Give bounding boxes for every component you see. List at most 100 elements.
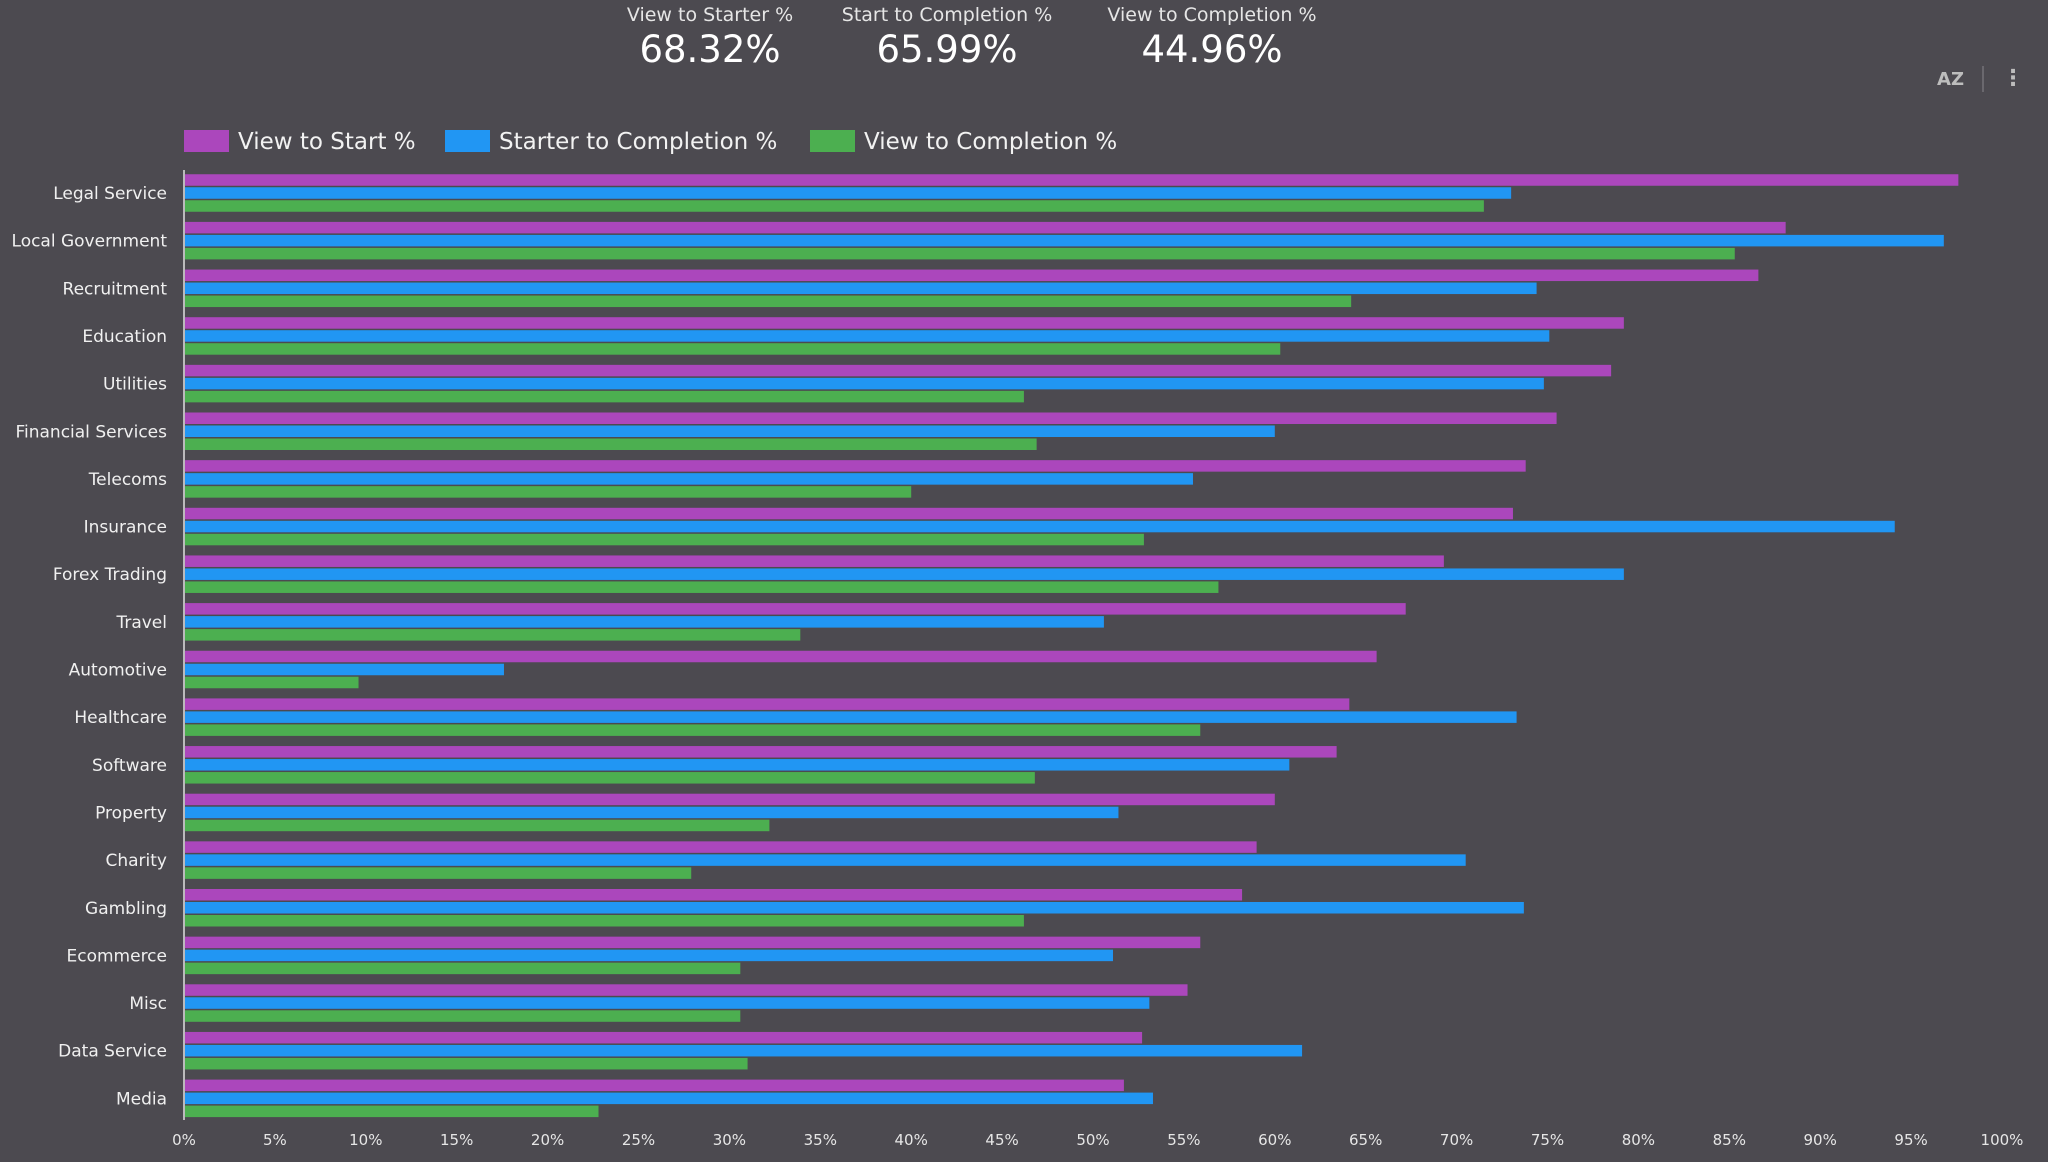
bar-view-to-completion <box>185 390 1024 403</box>
category-label: Travel <box>115 613 167 633</box>
category-label: Misc <box>129 994 167 1014</box>
x-tick-label: 60% <box>1258 1131 1291 1149</box>
category-label: Insurance <box>84 518 167 538</box>
bar-starter-to-completion <box>185 711 1517 723</box>
bar-view-to-completion <box>185 724 1201 736</box>
category-label: Charity <box>105 851 167 871</box>
legend-label: View to Completion % <box>864 129 1117 155</box>
kpi-label: Start to Completion % <box>841 4 1053 26</box>
legend-swatch <box>445 130 490 152</box>
bar-view-to-completion <box>185 295 1352 308</box>
bar-view-to-completion <box>185 962 741 975</box>
bar-view-to-completion <box>185 772 1035 784</box>
chart-toolbar: AZ ⋮ <box>1937 66 2024 92</box>
bar-view-to-start <box>185 460 1526 472</box>
legend-swatch <box>184 130 229 152</box>
bar-starter-to-completion <box>185 1044 1303 1057</box>
bar-view-to-start <box>185 698 1350 710</box>
bar-starter-to-completion <box>185 377 1544 390</box>
kpi-view-to-completion: View to Completion % 44.96% <box>1107 4 1316 71</box>
bar-view-to-start <box>185 174 1959 186</box>
kpi-value: 68.32% <box>639 28 781 71</box>
bar-view-to-start <box>185 984 1188 996</box>
bar-view-to-start <box>185 1079 1124 1092</box>
sort-az-icon[interactable]: AZ <box>1937 68 1964 90</box>
bar-view-to-start <box>185 1031 1143 1044</box>
category-label: Utilities <box>103 375 167 395</box>
category-label: Local Government <box>12 232 168 252</box>
category-label: Education <box>82 327 167 347</box>
x-tick-label: 100% <box>1981 1131 2024 1149</box>
category-label: Gambling <box>85 899 167 919</box>
x-tick-label: 55% <box>1167 1131 1200 1149</box>
x-tick-label: 30% <box>713 1131 746 1149</box>
more-vertical-icon[interactable]: ⋮ <box>2002 66 2024 91</box>
category-label: Telecoms <box>88 470 167 490</box>
bar-starter-to-completion <box>185 520 1895 533</box>
x-tick-label: 0% <box>172 1131 196 1149</box>
kpi-start-to-completion: Start to Completion % 65.99% <box>842 4 1052 71</box>
x-tick-label: 5% <box>263 1131 287 1149</box>
bar-view-to-completion <box>185 629 801 641</box>
bar-view-to-start <box>185 507 1513 520</box>
bar-view-to-start <box>185 221 1786 234</box>
bar-starter-to-completion <box>185 949 1113 962</box>
bar-view-to-start <box>185 603 1406 615</box>
category-label: Ecommerce <box>67 946 168 966</box>
bar-starter-to-completion <box>185 616 1104 628</box>
bar-view-to-start <box>185 650 1377 663</box>
bar-view-to-completion <box>185 1010 741 1022</box>
bar-starter-to-completion <box>185 854 1466 866</box>
category-label: Software <box>92 756 167 776</box>
category-label: Legal Service <box>53 184 167 204</box>
bar-view-to-completion <box>185 1057 748 1070</box>
bar-view-to-completion <box>185 438 1037 450</box>
bar-starter-to-completion <box>185 1092 1153 1105</box>
x-tick-label: 25% <box>622 1131 655 1149</box>
category-label: Forex Trading <box>53 565 167 585</box>
bar-starter-to-completion <box>185 234 1944 247</box>
bar-view-to-start <box>185 317 1624 329</box>
kpi-value: 44.96% <box>1141 28 1283 71</box>
bar-starter-to-completion <box>185 330 1550 342</box>
bar-starter-to-completion <box>185 473 1193 485</box>
bar-view-to-start <box>185 269 1759 282</box>
bar-starter-to-completion <box>185 282 1537 295</box>
bar-view-to-start <box>185 889 1243 901</box>
bar-view-to-completion <box>185 581 1219 593</box>
bar-view-to-completion <box>185 819 770 832</box>
category-label: Recruitment <box>63 279 168 299</box>
bar-starter-to-completion <box>185 425 1275 437</box>
x-tick-label: 90% <box>1804 1131 1837 1149</box>
bar-view-to-start <box>185 555 1444 567</box>
x-tick-label: 95% <box>1894 1131 1927 1149</box>
x-tick-label: 35% <box>804 1131 837 1149</box>
legend-label: View to Start % <box>238 129 416 155</box>
bar-starter-to-completion <box>185 568 1624 580</box>
bar-view-to-start <box>185 793 1275 806</box>
bar-view-to-start <box>185 364 1612 377</box>
bar-view-to-completion <box>185 867 692 879</box>
bar-starter-to-completion <box>185 806 1119 819</box>
bar-view-to-completion <box>185 676 359 689</box>
x-tick-label: 15% <box>440 1131 473 1149</box>
bar-view-to-completion <box>185 200 1484 212</box>
category-label: Financial Services <box>15 422 167 442</box>
category-label: Media <box>116 1089 167 1109</box>
kpi-label: View to Completion % <box>1107 4 1317 26</box>
x-tick-label: 70% <box>1440 1131 1473 1149</box>
x-tick-label: 40% <box>895 1131 928 1149</box>
x-tick-label: 85% <box>1713 1131 1746 1149</box>
category-label: Automotive <box>69 661 167 681</box>
category-label: Data Service <box>58 1042 167 1062</box>
x-tick-label: 45% <box>985 1131 1018 1149</box>
bar-view-to-completion <box>185 915 1024 927</box>
x-tick-label: 65% <box>1349 1131 1382 1149</box>
bar-starter-to-completion <box>185 663 504 676</box>
kpi-label: View to Starter % <box>626 4 794 26</box>
x-tick-label: 10% <box>349 1131 382 1149</box>
bar-view-to-completion <box>185 533 1144 546</box>
toolbar-divider <box>1982 66 1984 92</box>
bar-view-to-completion <box>185 486 912 498</box>
